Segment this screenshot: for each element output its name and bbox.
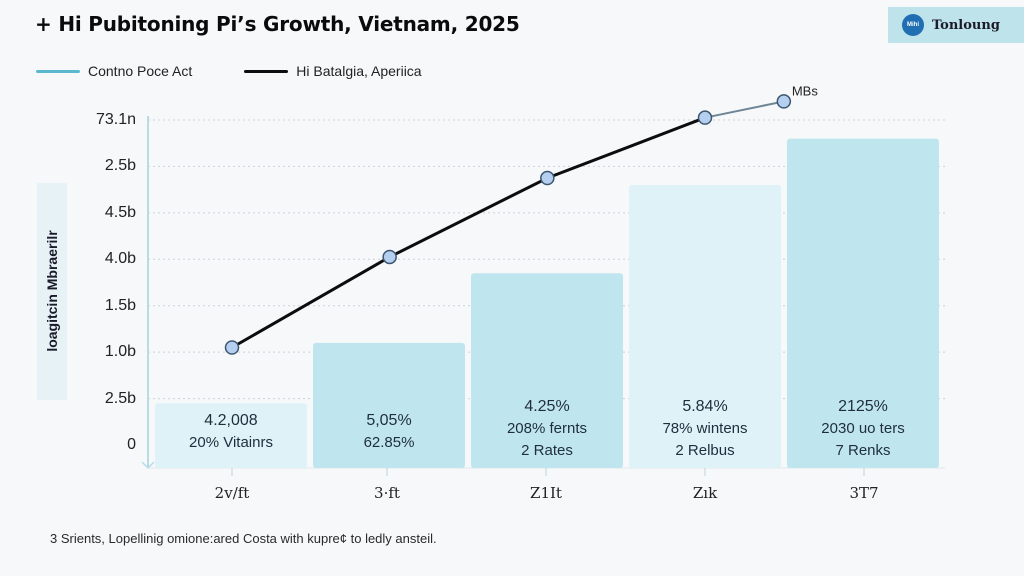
line-series-extension [704, 100, 785, 119]
bar-data-label: 2125% [838, 398, 888, 415]
line-point [540, 170, 555, 186]
y-tick-label: 4.0b [104, 250, 136, 268]
y-tick-label: 1.5b [104, 296, 136, 314]
bar-data-label: 62.85% [364, 434, 415, 451]
y-tick-label: 2.5b [104, 157, 136, 175]
x-tick-label: Z1It [530, 484, 562, 502]
bar-data-label: 2 Relbus [675, 442, 734, 459]
bar-data-label: 5,05% [366, 412, 411, 429]
footnote: 3 Srients, Lopellinig omione:ared Costa … [50, 531, 437, 546]
bar [313, 342, 465, 468]
x-tick-label: 2v/ft [214, 484, 250, 502]
bar [471, 273, 623, 468]
line-point [776, 94, 792, 109]
bar-data-label: 7 Renks [835, 442, 890, 459]
line-series [231, 116, 706, 349]
bar-data-label: 4.25% [524, 398, 569, 415]
bar-data-label: 4.2,008 [204, 412, 257, 429]
legend-entry-1: Contno Poce Act [36, 63, 192, 79]
legend-label-1: Contno Poce Act [88, 63, 193, 79]
bar-data-label: 2030 uo ters [821, 420, 904, 437]
bar-data-label: 78% wintens [662, 420, 747, 437]
line-end-annotation: MBs [792, 83, 819, 98]
x-tick-label: 3T7 [849, 484, 879, 502]
line-point [224, 340, 240, 355]
line-point [382, 249, 397, 265]
bar [787, 138, 939, 469]
chart-legend: Contno Poce Act Hi Batalgia, Aperiica [36, 63, 474, 79]
bar-data-label: 2 Rates [521, 442, 573, 459]
bar-data-label: 20% Vitainrs [189, 434, 273, 451]
legend-label-2: Hi Batalgia, Aperiica [296, 63, 422, 79]
y-tick-label: 0 [127, 436, 136, 453]
x-tick-label: Zık [692, 484, 718, 502]
circle-logo-icon: Mihi [902, 14, 924, 36]
y-tick-label: 73.1n [95, 111, 136, 128]
legend-swatch-line-blue-icon [36, 69, 80, 73]
brand-badge: Mihi Tonloung [888, 7, 1024, 43]
y-tick-label: 1.0b [104, 343, 136, 361]
bar [155, 403, 307, 468]
bar-data-label: 208% fernts [507, 420, 587, 437]
line-point [697, 110, 713, 125]
y-tick-label: 4.5b [104, 203, 136, 221]
chart-title: + Hi Pubitoning Pi’s Growth, Vietnam, 20… [35, 12, 520, 36]
y-axis-label-box [37, 183, 67, 400]
bar [629, 185, 781, 468]
legend-entry-2: Hi Batalgia, Aperiica [244, 63, 422, 79]
bar-data-label: 5.84% [682, 398, 727, 415]
brand-name: Tonloung [932, 17, 1000, 33]
y-tick-label: 2.5b [104, 389, 136, 407]
legend-swatch-line-black-icon [244, 69, 289, 73]
x-tick-label: 3·ft [374, 484, 400, 502]
